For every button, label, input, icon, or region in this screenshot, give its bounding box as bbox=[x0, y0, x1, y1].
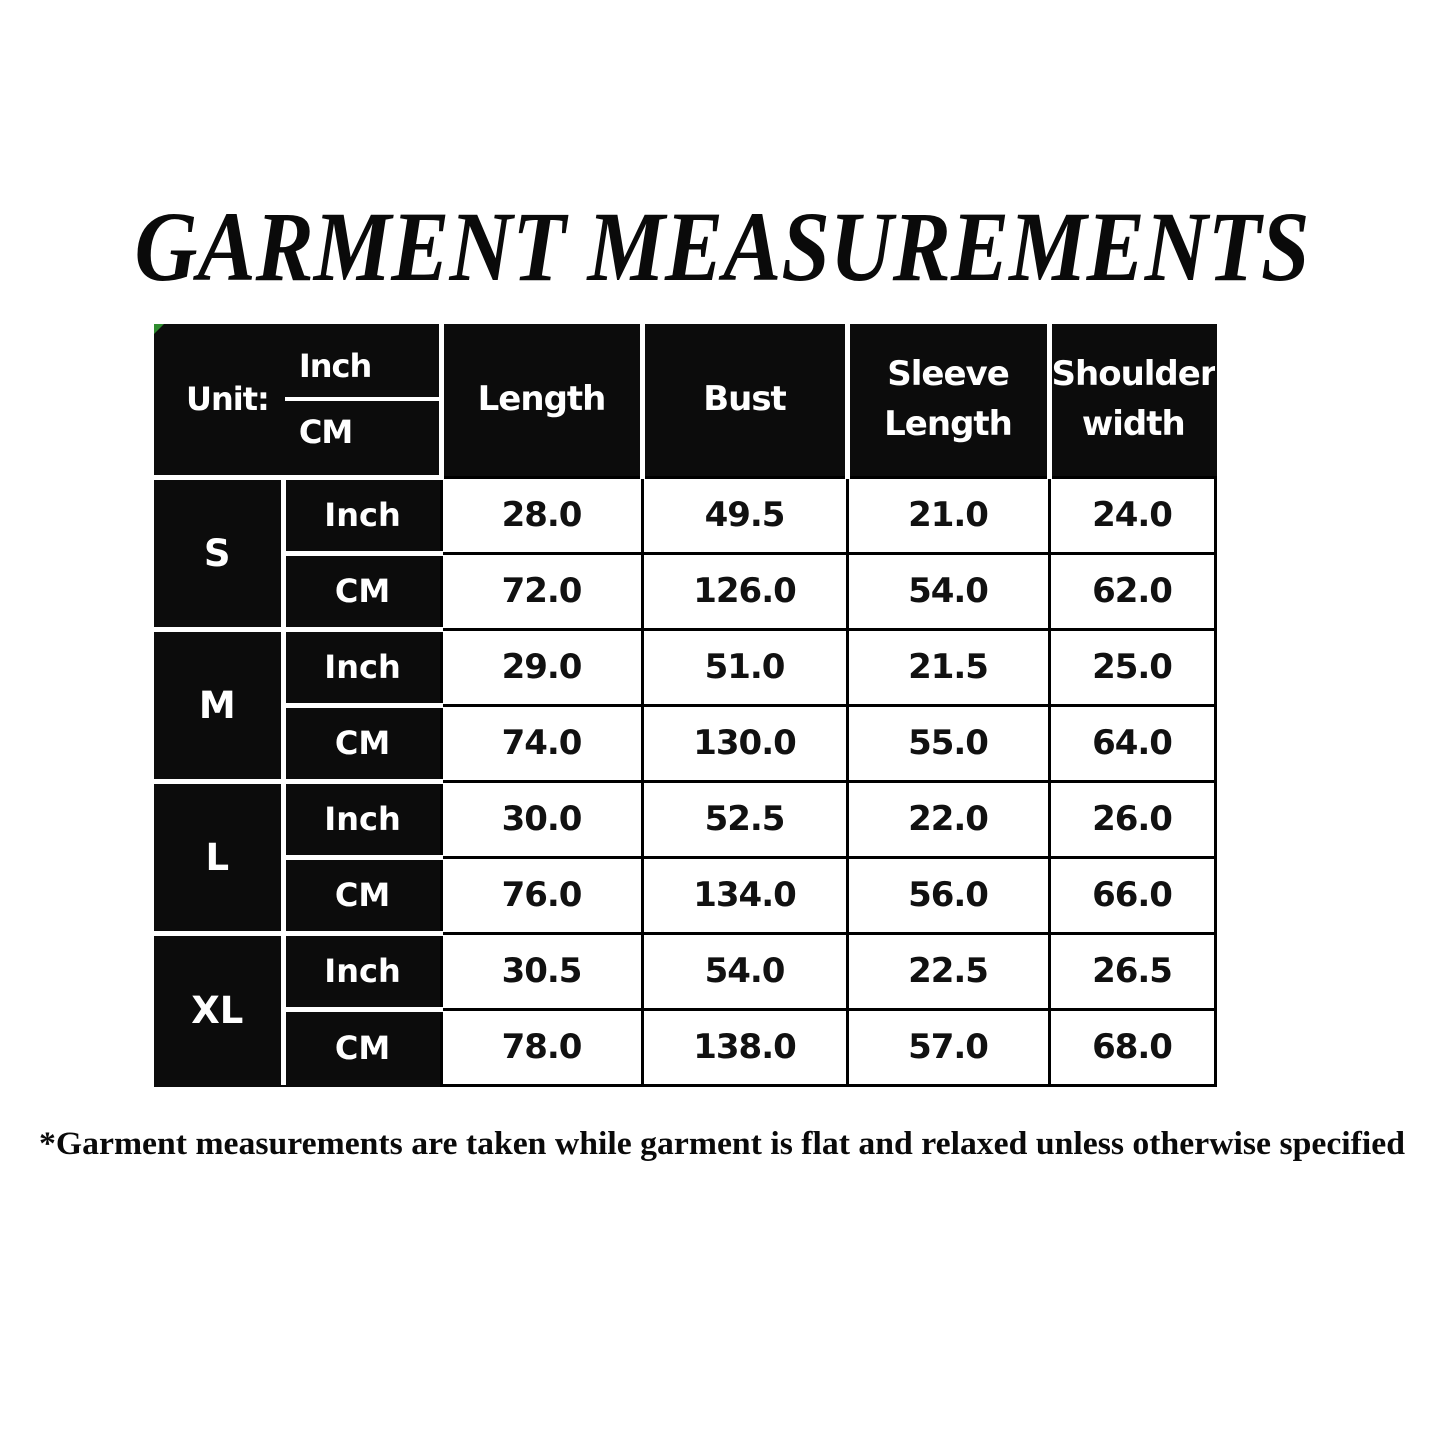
value-cell: 72.0 bbox=[439, 551, 644, 631]
row-unit-label: CM bbox=[283, 857, 442, 936]
value-cell: 29.0 bbox=[439, 627, 644, 707]
size-cell-l: L bbox=[154, 781, 286, 936]
measurements-table: Unit: Inch CM Length Bust Sleeve Length … bbox=[154, 324, 1217, 1087]
value-cell: 54.0 bbox=[845, 551, 1051, 631]
value-cell: 51.0 bbox=[640, 627, 849, 707]
table-row-xl-inch: XL Inch 30.5 54.0 22.5 26.5 bbox=[154, 931, 1217, 1085]
value-cell: 30.5 bbox=[439, 931, 644, 1011]
value-cell: 25.0 bbox=[1047, 627, 1217, 707]
table-row-m-cm: CM 74.0 130.0 55.0 64.0 bbox=[154, 703, 1217, 784]
row-unit-label: CM bbox=[283, 705, 442, 784]
row-unit-label: Inch bbox=[283, 477, 442, 556]
value-cell: 22.5 bbox=[845, 931, 1051, 1011]
value-cell: 52.5 bbox=[640, 779, 849, 859]
value-cell: 26.0 bbox=[1047, 779, 1217, 859]
footnote: *Garment measurements are taken while ga… bbox=[39, 1126, 1405, 1162]
row-unit-label: Inch bbox=[283, 629, 442, 708]
value-cell: 55.0 bbox=[845, 703, 1051, 783]
unit-option-inch: Inch bbox=[284, 343, 437, 401]
table-row-s-cm: CM 72.0 126.0 54.0 62.0 bbox=[154, 551, 1217, 632]
value-cell: 56.0 bbox=[845, 855, 1051, 935]
row-unit-label: CM bbox=[283, 553, 442, 632]
column-header-length: Length bbox=[441, 324, 645, 477]
value-cell: 21.5 bbox=[845, 627, 1051, 707]
table-row-xl-cm: CM 78.0 138.0 57.0 68.0 bbox=[154, 1007, 1217, 1087]
value-cell: 26.5 bbox=[1047, 931, 1217, 1011]
row-unit-label: CM bbox=[283, 1009, 442, 1085]
table-row-l-cm: CM 76.0 134.0 56.0 66.0 bbox=[154, 855, 1217, 936]
footnote-banner: *Garment measurements are taken while ga… bbox=[39, 1126, 1405, 1162]
value-cell: 30.0 bbox=[439, 779, 644, 859]
value-cell: 21.0 bbox=[845, 475, 1051, 555]
value-cell: 57.0 bbox=[845, 1007, 1051, 1087]
value-cell: 62.0 bbox=[1047, 551, 1217, 631]
table-row-l-inch: L Inch 30.0 52.5 22.0 26.0 bbox=[154, 779, 1217, 936]
header-row: Unit: Inch CM Length Bust Sleeve Length … bbox=[154, 324, 1216, 480]
unit-header-cell: Unit: Inch CM bbox=[154, 324, 444, 480]
value-cell: 78.0 bbox=[439, 1007, 644, 1087]
value-cell: 66.0 bbox=[1047, 855, 1217, 935]
size-cell-xl: XL bbox=[154, 933, 286, 1085]
value-cell: 138.0 bbox=[640, 1007, 849, 1087]
size-cell-s: S bbox=[154, 477, 286, 632]
value-cell: 68.0 bbox=[1047, 1007, 1217, 1087]
size-cell-m: M bbox=[154, 629, 286, 784]
unit-label: Unit: bbox=[186, 380, 270, 419]
value-cell: 134.0 bbox=[640, 855, 849, 935]
row-unit-label: Inch bbox=[283, 781, 442, 860]
value-cell: 130.0 bbox=[640, 703, 849, 783]
unit-selector: Unit: Inch CM bbox=[154, 343, 437, 455]
table-row-m-inch: M Inch 29.0 51.0 21.5 25.0 bbox=[154, 627, 1217, 784]
unit-options: Inch CM bbox=[284, 343, 437, 455]
unit-option-cm: CM bbox=[298, 412, 353, 451]
value-cell: 28.0 bbox=[439, 475, 644, 555]
value-cell: 54.0 bbox=[640, 931, 849, 1011]
value-cell: 49.5 bbox=[640, 475, 849, 555]
value-cell: 74.0 bbox=[439, 703, 644, 783]
column-header-shoulder-width: Shoulder width bbox=[1049, 324, 1216, 477]
value-cell: 64.0 bbox=[1047, 703, 1217, 783]
value-cell: 22.0 bbox=[845, 779, 1051, 859]
table-row-s-inch: S Inch 28.0 49.5 21.0 24.0 bbox=[154, 475, 1217, 632]
value-cell: 76.0 bbox=[439, 855, 644, 935]
value-cell: 24.0 bbox=[1047, 475, 1217, 555]
column-header-sleeve-length: Sleeve Length bbox=[847, 324, 1052, 477]
title-banner: GARMENT MEASUREMENTS bbox=[135, 195, 1310, 302]
value-cell: 126.0 bbox=[640, 551, 849, 631]
column-header-bust: Bust bbox=[642, 324, 850, 477]
page-title: GARMENT MEASUREMENTS bbox=[135, 195, 1310, 302]
row-unit-label: Inch bbox=[283, 933, 442, 1012]
excel-corner-marker-icon bbox=[154, 324, 164, 334]
